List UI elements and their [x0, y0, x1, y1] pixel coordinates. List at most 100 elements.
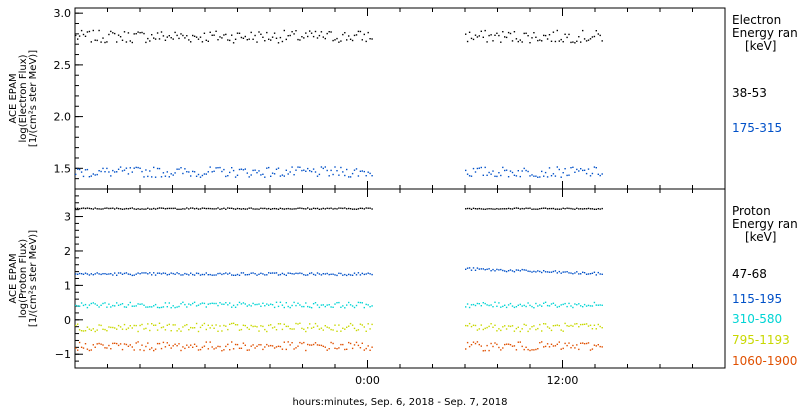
data-point-310-580: [96, 304, 98, 306]
data-point-47-68: [507, 207, 510, 210]
data-point-38-53: [147, 37, 149, 40]
data-point-115-195: [129, 273, 131, 276]
data-point-795-1193: [338, 324, 340, 326]
data-point-47-68: [215, 208, 217, 210]
data-point-175-315: [363, 170, 365, 173]
data-point-115-195: [525, 269, 527, 271]
data-point-115-195: [215, 274, 217, 276]
data-point-795-1193: [186, 324, 188, 326]
data-point-47-68: [121, 208, 124, 210]
data-point-47-68: [232, 208, 235, 210]
data-point-1060-1900: [141, 344, 143, 346]
data-point-310-580: [531, 305, 533, 308]
data-point-795-1193: [139, 324, 141, 327]
data-point-175-315: [258, 170, 260, 172]
data-point-175-315: [558, 168, 560, 171]
data-point-47-68: [564, 208, 566, 210]
data-point-310-580: [492, 306, 494, 308]
data-point-175-315: [119, 166, 122, 168]
data-point-175-315: [104, 171, 106, 173]
data-point-38-53: [133, 33, 135, 35]
data-point-115-195: [369, 273, 371, 275]
data-point-47-68: [330, 207, 332, 209]
data-point-38-53: [578, 36, 580, 38]
data-point-175-315: [582, 169, 584, 172]
data-point-47-68: [297, 207, 299, 209]
data-point-175-315: [513, 174, 516, 176]
data-point-175-315: [271, 172, 274, 174]
data-point-795-1193: [519, 330, 521, 333]
data-point-115-195: [332, 273, 334, 275]
data-point-38-53: [367, 31, 369, 34]
data-point-38-53: [270, 39, 272, 41]
data-point-38-53: [238, 32, 241, 34]
data-point-115-195: [591, 272, 594, 274]
data-point-1060-1900: [75, 347, 77, 349]
data-point-1060-1900: [193, 343, 196, 345]
data-point-115-195: [188, 274, 190, 276]
data-point-310-580: [305, 302, 307, 304]
data-point-175-315: [279, 175, 282, 177]
data-point-47-68: [468, 207, 471, 210]
data-point-310-580: [153, 305, 155, 307]
data-point-115-195: [546, 271, 549, 273]
data-point-175-315: [301, 169, 303, 172]
data-point-795-1193: [211, 324, 213, 327]
data-point-310-580: [254, 303, 256, 306]
data-point-38-53: [275, 37, 278, 39]
data-point-38-53: [305, 32, 307, 34]
data-point-310-580: [77, 305, 79, 307]
data-point-310-580: [108, 303, 110, 305]
data-point-795-1193: [517, 326, 519, 328]
data-point-795-1193: [332, 329, 334, 331]
data-point-175-315: [232, 169, 235, 172]
data-point-38-53: [365, 40, 367, 43]
data-point-310-580: [336, 302, 338, 304]
data-point-795-1193: [544, 323, 547, 325]
data-point-175-315: [213, 170, 215, 172]
data-point-310-580: [133, 305, 135, 307]
data-point-115-195: [195, 272, 198, 274]
data-point-115-195: [114, 272, 116, 274]
data-point-175-315: [548, 167, 551, 169]
data-point-115-195: [336, 274, 338, 277]
data-point-795-1193: [127, 327, 130, 329]
data-point-175-315: [509, 170, 512, 172]
data-point-38-53: [188, 39, 190, 41]
data-point-1060-1900: [527, 348, 529, 351]
data-point-310-580: [176, 306, 178, 308]
data-point-47-68: [324, 208, 326, 210]
data-point-47-68: [556, 208, 558, 210]
data-point-47-68: [219, 208, 221, 210]
data-point-115-195: [314, 274, 317, 276]
data-point-310-580: [582, 306, 584, 308]
data-point-310-580: [285, 302, 287, 304]
data-point-47-68: [299, 207, 301, 209]
data-point-38-53: [326, 32, 328, 35]
data-point-115-195: [585, 273, 588, 275]
data-point-1060-1900: [240, 347, 243, 349]
data-point-115-195: [593, 271, 596, 273]
data-point-115-195: [505, 270, 508, 273]
data-point-310-580: [168, 302, 170, 304]
data-point-310-580: [207, 303, 209, 305]
data-point-47-68: [496, 208, 498, 210]
data-point-795-1193: [342, 327, 344, 329]
data-point-115-195: [168, 273, 170, 276]
data-point-38-53: [201, 41, 204, 43]
data-point-175-315: [305, 170, 307, 172]
data-point-115-195: [108, 273, 110, 275]
data-point-175-315: [182, 172, 184, 175]
data-point-1060-1900: [543, 346, 545, 348]
data-point-1060-1900: [168, 344, 170, 346]
data-point-1060-1900: [578, 348, 580, 351]
data-point-795-1193: [359, 323, 362, 325]
data-point-115-195: [287, 272, 289, 274]
data-point-115-195: [515, 269, 518, 271]
data-point-1060-1900: [121, 348, 124, 351]
data-point-175-315: [291, 166, 293, 168]
data-point-47-68: [353, 208, 356, 210]
data-point-310-580: [242, 302, 245, 304]
data-point-38-53: [597, 33, 599, 35]
